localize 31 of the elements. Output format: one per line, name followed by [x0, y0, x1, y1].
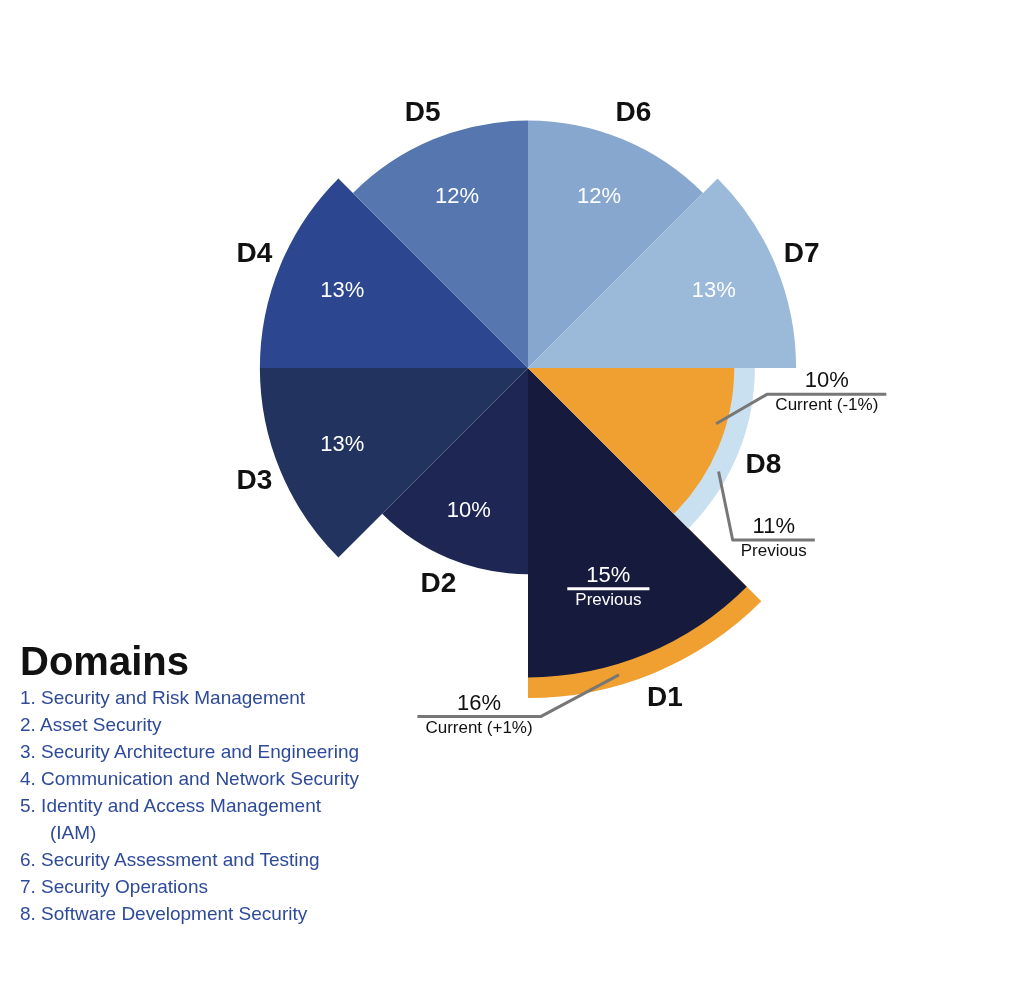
text: 5. Identity and Access Management (IAM) [20, 794, 322, 845]
category-label: D6 [615, 96, 652, 128]
data-label: 13% [691, 277, 736, 303]
data-label: 11% [752, 513, 795, 539]
data-label: 13% [320, 431, 365, 457]
data-label: 16% [456, 689, 502, 715]
category-label: D5 [404, 96, 441, 128]
category-label: D2 [420, 567, 457, 599]
category-label: D7 [783, 237, 820, 269]
category-label: D8 [745, 448, 782, 480]
text: 6. Security Assessment and Testing [20, 848, 321, 872]
text: 2. Asset Security [20, 713, 163, 737]
data-label: 12% [577, 182, 622, 208]
legend-title: Domains [20, 638, 190, 684]
data-label: 10% [804, 367, 849, 393]
text: Current (-1%) [775, 395, 879, 415]
text: 4. Communication and Network Security [20, 767, 360, 791]
data-label: 12% [434, 182, 479, 208]
category-label: D1 [647, 681, 683, 713]
category-label: D4 [236, 237, 273, 269]
text: Current (+1%) [425, 717, 533, 737]
text: 8. Software Development Security [20, 902, 309, 926]
data-label: 13% [320, 277, 365, 303]
text: 7. Security Operations [20, 875, 209, 899]
data-label: 10% [446, 496, 491, 522]
text: Previous [740, 541, 807, 561]
text: Previous [575, 590, 642, 610]
data-label: 15% [586, 561, 631, 587]
category-label: D3 [236, 464, 273, 496]
text: 3. Security Architecture and Engineering [20, 740, 361, 764]
text: 1. Security and Risk Management [20, 686, 307, 710]
